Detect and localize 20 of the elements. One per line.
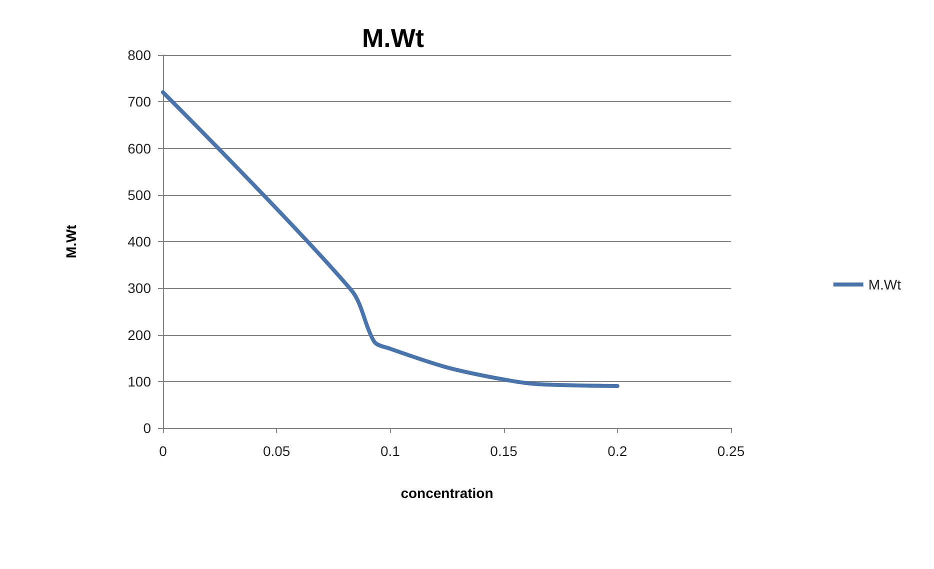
line-series [161, 90, 620, 388]
y-tick-label: 500 [128, 186, 152, 203]
x-axis-title: concentration [400, 485, 494, 501]
y-tick-label: 200 [128, 326, 152, 343]
y-tick-label: 600 [128, 140, 152, 156]
x-tick-label: 0.1 [380, 443, 400, 459]
x-tick-label: 0.2 [608, 443, 628, 459]
x-tick-label: 0 [159, 443, 168, 459]
y-tick-label: 800 [128, 47, 152, 63]
y-tick-label: 0 [143, 420, 152, 436]
x-tick-label: 0.15 [490, 443, 518, 459]
y-axis-title: M.Wt [63, 224, 79, 258]
y-tick-label: 400 [128, 234, 152, 250]
chart-title: M.Wt [362, 23, 424, 53]
x-tick-label: 0.05 [262, 443, 290, 459]
y-tick-label: 300 [128, 280, 152, 296]
y-tick-label: 700 [128, 94, 152, 110]
legend-label: M.Wt [868, 276, 902, 292]
x-tick-label: 0.25 [717, 443, 745, 459]
y-tick-label: 100 [128, 373, 152, 390]
